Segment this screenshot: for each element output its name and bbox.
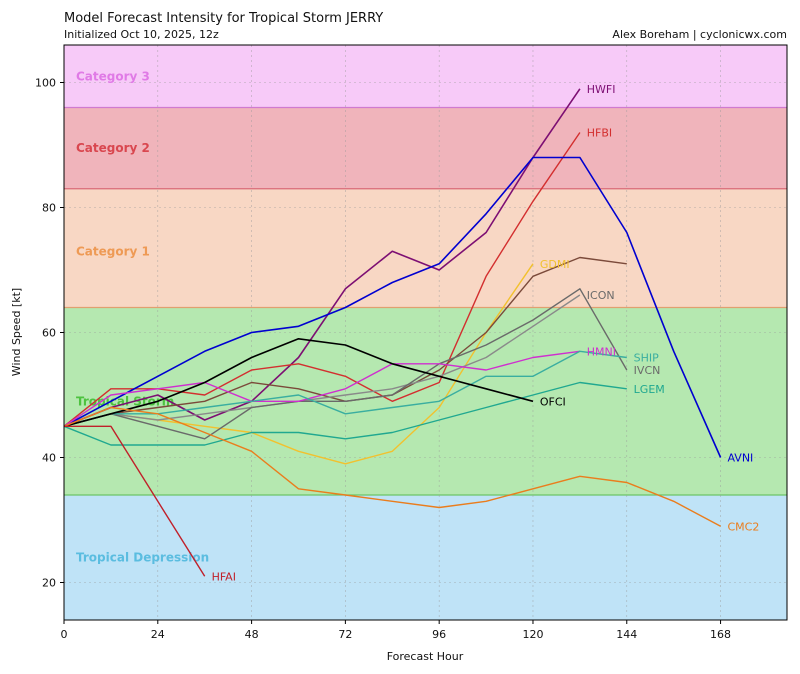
series-line-hfai	[64, 425, 206, 577]
series-label-hwfi: HWFI	[587, 83, 616, 96]
y-tick-label-40: 40	[42, 452, 56, 465]
series-line-hmni	[63, 350, 580, 427]
grid-lines	[63, 45, 787, 620]
series-line-icon	[63, 294, 581, 427]
series-line-avni	[63, 156, 722, 458]
series-label-ship: SHIP	[634, 352, 659, 365]
chart-title: Model Forecast Intensity for Tropical St…	[64, 11, 383, 26]
x-tick-label-0: 0	[61, 628, 68, 641]
x-tick-label-168: 168	[710, 628, 731, 641]
y-tick-label-80: 80	[42, 202, 56, 215]
x-tick-label-72: 72	[338, 628, 352, 641]
y-tick-label-20: 20	[42, 577, 56, 590]
series-label-hfbi: HFBI	[587, 127, 612, 140]
x-tick-label-96: 96	[432, 628, 446, 641]
y-tick-label-60: 60	[42, 327, 56, 340]
series-label-icon: ICON	[587, 289, 615, 302]
y-axis-label: Wind Speed [kt]	[10, 288, 23, 376]
series-label-ofci: OFCI	[540, 395, 566, 408]
series-label-hmni: HMNI	[587, 345, 616, 358]
series-line-hwfi	[63, 88, 581, 428]
x-tick-label-48: 48	[245, 628, 259, 641]
series-label-hfai: HFAI	[212, 570, 236, 583]
band-category-1	[64, 188, 787, 308]
band-category-2	[64, 107, 787, 189]
series-line-ivcn	[63, 288, 628, 440]
y-tick-label-100: 100	[35, 77, 56, 90]
series-label-lgem: LGEM	[634, 383, 665, 396]
chart-credit: Alex Boreham | cyclonicwx.com	[612, 28, 787, 41]
band-label-category-1: Category 1	[76, 244, 150, 258]
series-label-gdmi: GDMI	[540, 258, 570, 271]
series-label-cmc2: CMC2	[727, 520, 759, 533]
forecast-series	[63, 88, 722, 577]
series-label-avni: AVNI	[727, 452, 753, 465]
series-line-lgem	[63, 381, 627, 446]
band-label-tropical-depression: Tropical Depression	[76, 551, 209, 565]
x-tick-label-24: 24	[151, 628, 165, 641]
band-label-category-3: Category 3	[76, 69, 150, 83]
series-line-cmc2	[63, 406, 721, 527]
x-tick-label-144: 144	[616, 628, 637, 641]
x-tick-label-120: 120	[522, 628, 543, 641]
band-tropical-depression	[64, 495, 787, 620]
band-category-3	[64, 45, 787, 108]
series-line-hfbi	[63, 132, 581, 427]
series-line-ofci	[63, 337, 534, 428]
chart-subtitle: Initialized Oct 10, 2025, 12z	[64, 28, 219, 41]
intensity-bands	[64, 45, 787, 620]
axis-ticks: 0 24 48 72 96 120 144 168 20 40 60 80 100	[35, 77, 731, 642]
series-label-ivcn: IVCN	[634, 364, 661, 377]
x-axis-label: Forecast Hour	[387, 650, 464, 663]
band-tropical-storm	[64, 307, 787, 495]
band-label-category-2: Category 2	[76, 141, 150, 155]
